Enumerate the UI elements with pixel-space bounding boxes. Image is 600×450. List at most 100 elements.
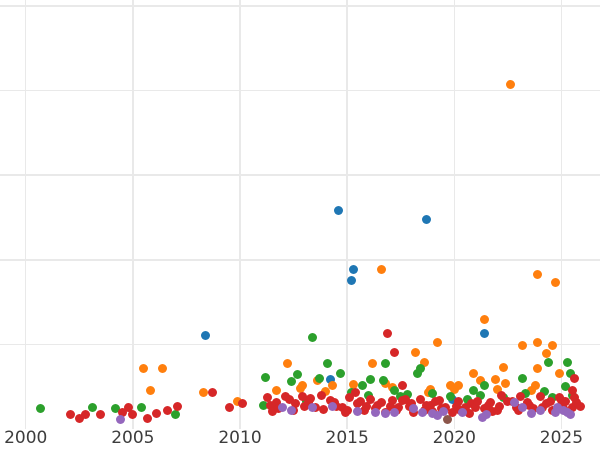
point-purple (432, 410, 442, 420)
point-orange (531, 380, 541, 390)
point-blue (346, 275, 356, 285)
point-orange (492, 384, 502, 394)
point-red (454, 396, 464, 406)
point-red (406, 399, 416, 409)
x-gridline (24, 0, 27, 429)
point-red (447, 408, 457, 418)
point-green (561, 382, 571, 392)
point-green (462, 394, 472, 404)
point-orange (499, 362, 509, 372)
point-red (400, 394, 410, 404)
point-red (316, 390, 326, 400)
point-red (263, 393, 273, 403)
point-red (265, 400, 275, 410)
point-orange (145, 385, 155, 395)
point-red (385, 401, 395, 411)
point-purple (565, 410, 575, 420)
point-purple (526, 409, 536, 419)
point-red (398, 380, 408, 390)
point-green (520, 388, 530, 398)
y-gridline (0, 174, 600, 176)
point-green (314, 373, 324, 383)
point-purple (417, 408, 427, 418)
point-red (389, 348, 399, 358)
point-red (471, 403, 481, 413)
point-orange (501, 378, 511, 388)
point-red (143, 413, 153, 423)
point-orange (533, 363, 543, 373)
point-purple (481, 410, 491, 420)
point-red (516, 391, 526, 401)
point-orange (419, 357, 429, 367)
point-red (344, 393, 354, 403)
point-orange (376, 265, 386, 275)
y-gridline (0, 89, 600, 92)
x-gridline (239, 0, 241, 429)
x-gridline (132, 0, 134, 429)
point-red (342, 405, 352, 415)
point-green (413, 368, 423, 378)
point-green (544, 357, 554, 367)
point-red (74, 413, 84, 423)
point-red (383, 328, 393, 338)
point-green (402, 389, 412, 399)
point-orange (282, 358, 292, 368)
point-red (351, 388, 361, 398)
point-orange (533, 269, 543, 279)
point-orange (518, 340, 528, 350)
point-purple (509, 398, 519, 408)
point-green (259, 400, 269, 410)
point-purple (458, 408, 468, 418)
point-blue (201, 331, 211, 341)
point-red (66, 410, 76, 420)
x-tick-label: 2025 (539, 428, 584, 448)
point-red (297, 392, 307, 402)
point-red (366, 394, 376, 404)
point-green (171, 410, 181, 420)
x-gridline (453, 0, 456, 429)
point-orange (550, 278, 560, 288)
point-orange (541, 349, 551, 359)
point-red (460, 403, 470, 413)
point-orange (158, 364, 168, 374)
point-red (162, 405, 172, 415)
point-green (111, 404, 121, 414)
y-gridline (0, 343, 600, 346)
point-red (486, 398, 496, 408)
point-blue (334, 206, 344, 216)
point-orange (475, 376, 485, 386)
x-tick-label: 2010 (218, 428, 262, 448)
point-purple (409, 404, 419, 414)
point-purple (381, 409, 391, 419)
point-red (306, 394, 316, 404)
point-red (237, 399, 247, 409)
point-purple (535, 405, 545, 415)
x-gridline (560, 0, 563, 429)
point-orange (469, 368, 479, 378)
point-orange (548, 340, 558, 350)
point-red (319, 405, 329, 415)
point-purple (550, 408, 560, 418)
point-orange (321, 387, 331, 397)
point-orange (271, 385, 281, 395)
y-gridline (0, 259, 600, 261)
point-purple (286, 405, 296, 415)
point-red (494, 401, 504, 411)
point-orange (533, 338, 543, 348)
point-green (357, 380, 367, 390)
point-red (224, 402, 234, 412)
point-red (567, 403, 577, 413)
point-red (284, 394, 294, 404)
point-green (336, 368, 346, 378)
point-red (355, 396, 365, 406)
point-red (473, 397, 483, 407)
point-red (479, 404, 489, 414)
point-orange (526, 385, 536, 395)
point-red (207, 388, 217, 398)
point-orange (454, 380, 464, 390)
point-red (567, 385, 577, 395)
point-orange (349, 379, 359, 389)
point-green (136, 403, 146, 413)
point-orange (505, 80, 515, 90)
